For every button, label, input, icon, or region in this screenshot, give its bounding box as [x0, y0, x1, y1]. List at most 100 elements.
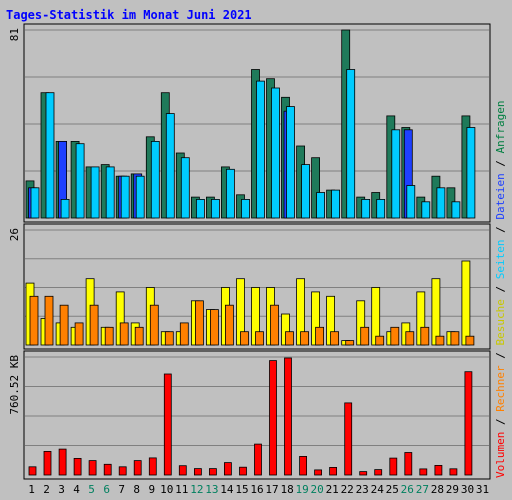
- legend-item-seiten: Seiten: [494, 240, 507, 280]
- day-label-1: 1: [28, 483, 35, 496]
- bar-rechner-day-17: [270, 304, 279, 346]
- bar-volumen-day-26: [404, 452, 413, 476]
- bar-seiten-day-9: [150, 140, 160, 219]
- axis-label-panel-1: 81: [8, 28, 21, 41]
- day-label-21: 21: [326, 483, 339, 496]
- day-label-28: 28: [431, 483, 444, 496]
- bar-volumen-day-12: [193, 468, 202, 476]
- legend-item-anfragen: Anfragen: [494, 100, 507, 153]
- bar-rechner-day-25: [390, 326, 400, 346]
- bar-volumen-day-8: [133, 460, 142, 476]
- day-label-3: 3: [58, 483, 65, 496]
- bar-rechner-day-20: [315, 326, 325, 346]
- day-label-8: 8: [133, 483, 140, 496]
- bar-rechner-day-2: [44, 295, 54, 346]
- bar-rechner-day-14: [224, 304, 234, 346]
- bar-seiten-day-26: [406, 185, 416, 219]
- bar-volumen-day-5: [88, 460, 97, 476]
- bar-seiten-day-16: [256, 80, 265, 219]
- bar-volumen-day-6: [103, 463, 112, 476]
- bar-seiten-day-3: [60, 198, 70, 219]
- bar-rechner-day-30: [465, 335, 475, 346]
- bar-seiten-day-18: [286, 106, 295, 219]
- bar-seiten-day-12: [195, 198, 205, 219]
- bar-rechner-day-22: [345, 340, 355, 346]
- legend-item-rechner: Rechner: [494, 365, 507, 412]
- bar-volumen-day-17: [269, 360, 277, 476]
- day-label-5: 5: [88, 483, 95, 496]
- bar-volumen-day-20: [314, 469, 323, 476]
- day-label-9: 9: [148, 483, 155, 496]
- bar-rechner-day-8: [134, 326, 144, 346]
- bar-seiten-day-27: [421, 201, 431, 219]
- bar-volumen-day-7: [118, 466, 127, 476]
- bar-anfragen-day-20: [311, 157, 321, 219]
- day-label-4: 4: [73, 483, 80, 496]
- bar-volumen-day-24: [374, 469, 383, 476]
- day-label-16: 16: [250, 483, 263, 496]
- panel-2: 26: [8, 223, 491, 350]
- legend-item-besuche: Besuche: [494, 299, 507, 345]
- bar-rechner-day-29: [450, 331, 460, 346]
- bar-volumen-day-18: [284, 357, 292, 476]
- day-label-19: 19: [295, 483, 308, 496]
- legend-separator: /: [494, 220, 507, 240]
- day-label-10: 10: [160, 483, 173, 496]
- bar-volumen-day-28: [434, 464, 443, 476]
- bar-volumen-day-22: [344, 402, 353, 476]
- day-label-18: 18: [280, 483, 293, 496]
- day-label-29: 29: [446, 483, 459, 496]
- bar-seiten-day-6: [105, 166, 115, 219]
- bar-rechner-day-15: [240, 331, 249, 346]
- axis-label-panel-3: 760.52 KB: [8, 355, 21, 415]
- day-label-12: 12: [190, 483, 203, 496]
- bar-rechner-day-13: [209, 309, 219, 346]
- day-label-25: 25: [386, 483, 399, 496]
- bar-volumen-day-9: [148, 457, 157, 476]
- bar-volumen-day-2: [43, 450, 52, 476]
- bar-volumen-day-13: [208, 468, 217, 476]
- bar-rechner-day-1: [29, 295, 39, 346]
- bar-rechner-day-16: [255, 331, 264, 346]
- day-label-23: 23: [356, 483, 369, 496]
- day-label-22: 22: [341, 483, 354, 496]
- bar-seiten-day-29: [451, 201, 461, 219]
- bar-rechner-day-6: [104, 326, 114, 346]
- bar-seiten-day-2: [45, 92, 55, 219]
- bar-volumen-day-1: [28, 466, 37, 476]
- bar-seiten-day-20: [316, 192, 326, 219]
- bar-seiten-day-10: [165, 113, 175, 219]
- legend-separator: /: [494, 346, 507, 366]
- day-label-6: 6: [103, 483, 110, 496]
- panel-1: 81: [8, 23, 491, 223]
- bar-volumen-day-3: [58, 448, 67, 476]
- bar-rechner-day-3: [59, 304, 69, 346]
- bar-rechner-day-10: [164, 331, 174, 346]
- bar-seiten-day-21: [331, 189, 341, 219]
- day-label-13: 13: [205, 483, 218, 496]
- bar-rechner-day-23: [360, 326, 370, 346]
- bar-seiten-day-14: [225, 168, 235, 219]
- day-label-24: 24: [371, 483, 385, 496]
- bar-seiten-day-30: [466, 127, 476, 219]
- bar-seiten-day-22: [346, 69, 356, 219]
- bar-seiten-day-5: [90, 166, 100, 219]
- bar-rechner-day-11: [179, 322, 189, 346]
- day-label-27: 27: [416, 483, 429, 496]
- bar-seiten-day-11: [180, 157, 190, 219]
- bar-rechner-day-4: [74, 322, 84, 346]
- legend-separator: /: [494, 279, 507, 299]
- day-label-15: 15: [235, 483, 248, 496]
- day-label-11: 11: [175, 483, 188, 496]
- day-label-31: 31: [476, 483, 489, 496]
- bar-seiten-day-8: [135, 175, 145, 219]
- bar-volumen-day-27: [419, 468, 428, 476]
- legend-item-volumen: Volumen: [494, 432, 507, 478]
- bar-besuche-day-30: [461, 260, 471, 346]
- bar-rechner-day-26: [405, 331, 415, 346]
- day-label-26: 26: [401, 483, 414, 496]
- bar-besuche-day-28: [431, 278, 441, 346]
- bar-seiten-day-28: [436, 187, 446, 219]
- day-label-14: 14: [220, 483, 234, 496]
- bar-seiten-day-24: [376, 198, 386, 219]
